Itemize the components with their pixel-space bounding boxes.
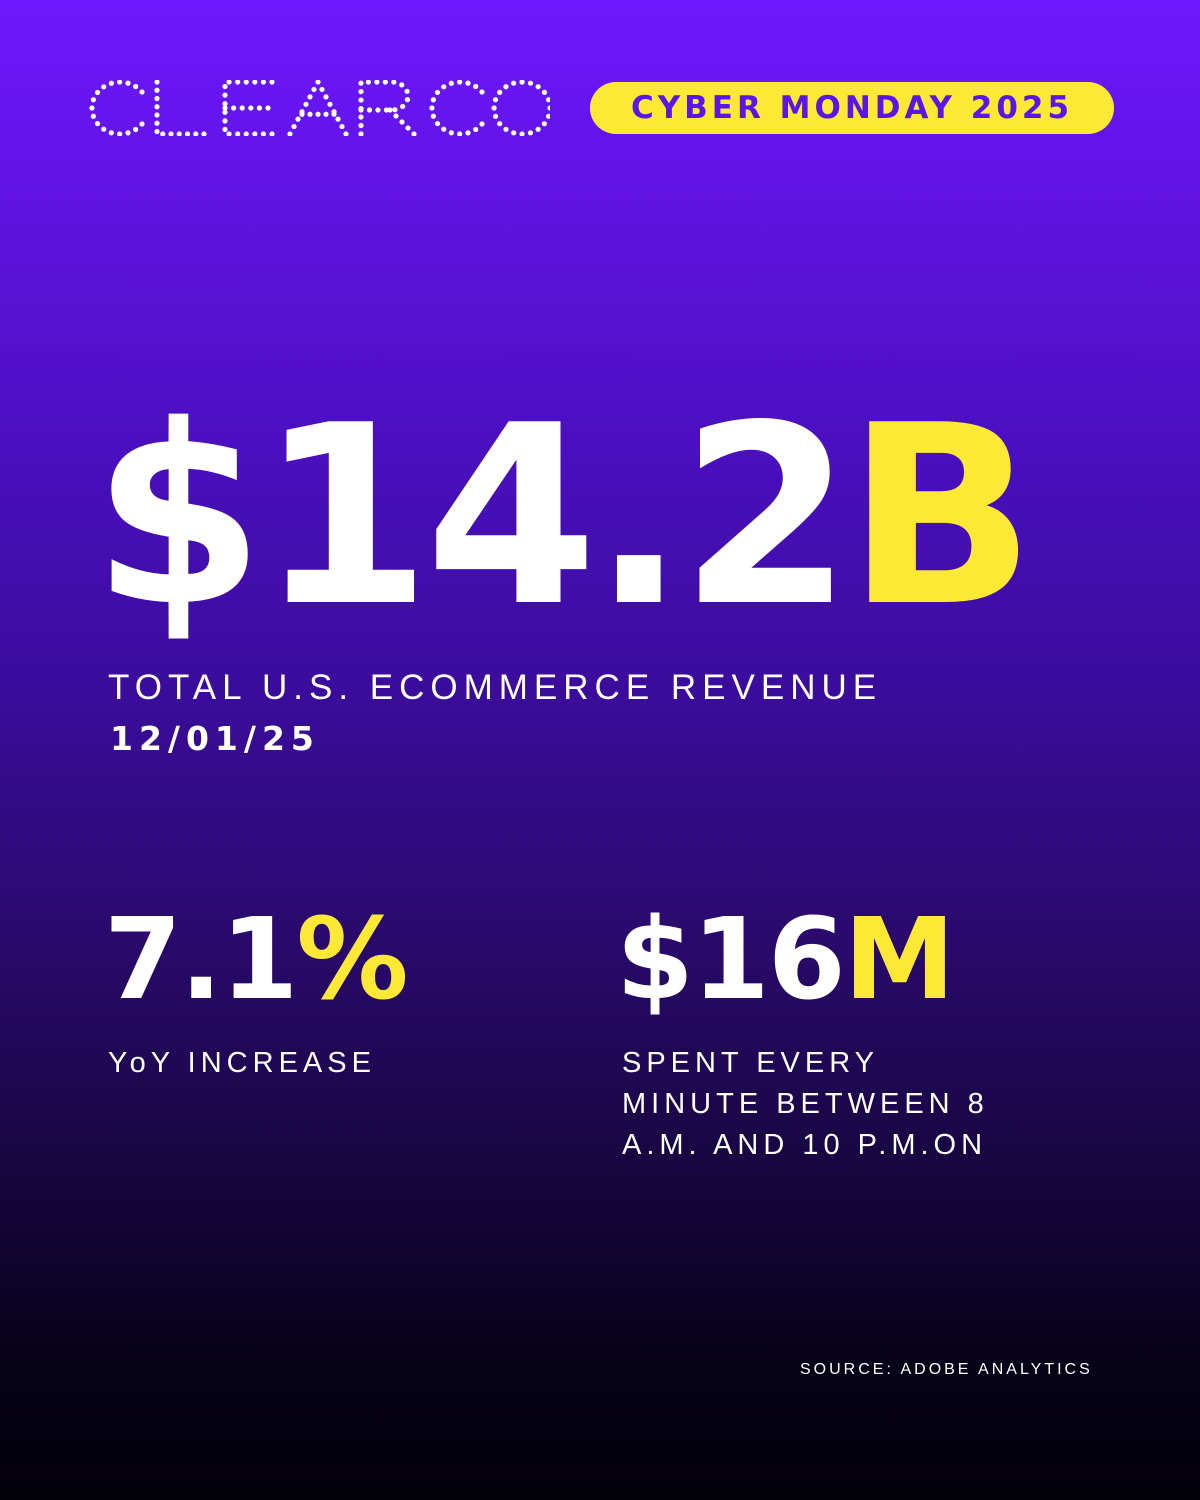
hero-date: 12/01/25: [110, 719, 320, 758]
stat-per-minute-unit: M: [843, 895, 955, 1025]
stat-per-minute-label-line-2: MINUTE BETWEEN 8: [622, 1088, 989, 1120]
stat-yoy-label-line: YoY INCREASE: [108, 1047, 376, 1079]
clearco-logo: [84, 80, 550, 136]
stat-per-minute-label-line-1: SPENT EVERY: [622, 1047, 880, 1079]
event-badge: CYBER MONDAY 2025: [590, 82, 1114, 134]
hero-figure: $14.2B: [92, 392, 1035, 642]
stat-per-minute-label: SPENT EVERY MINUTE BETWEEN 8 A.M. AND 10…: [622, 1043, 989, 1166]
stat-per-minute-value: $16M: [616, 900, 955, 1020]
stat-yoy-value: 7.1%: [104, 900, 409, 1020]
stat-per-minute-label-line-3: A.M. AND 10 P.M.ON: [622, 1129, 988, 1161]
stat-yoy-number: 7.1: [104, 895, 298, 1025]
hero-value: $14.2: [92, 373, 852, 661]
source-note: SOURCE: ADOBE ANALYTICS: [800, 1361, 1093, 1378]
hero-unit: B: [846, 373, 1035, 661]
stat-yoy-label: YoY INCREASE: [108, 1043, 376, 1084]
event-badge-label: CYBER MONDAY 2025: [630, 90, 1074, 126]
hero-label: TOTAL U.S. ECOMMERCE REVENUE: [108, 668, 883, 707]
dotted-wordmark-logo-icon: [89, 80, 550, 136]
stat-per-minute-number: $16: [616, 895, 846, 1025]
stat-yoy-unit: %: [296, 895, 408, 1025]
